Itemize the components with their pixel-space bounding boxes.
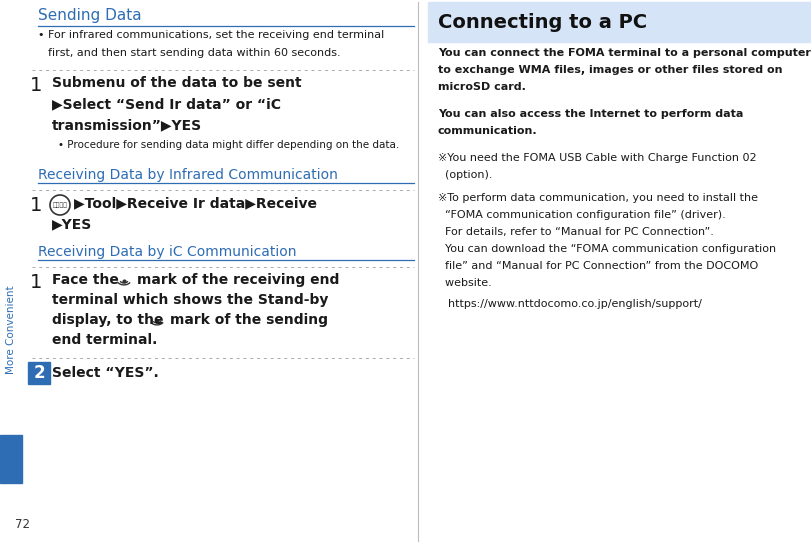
Text: Receiving Data by Infrared Communication: Receiving Data by Infrared Communication [38,168,338,182]
Text: Face the: Face the [52,273,124,287]
Text: end terminal.: end terminal. [52,333,157,347]
Bar [28,362,50,384]
Bar [0,435,22,483]
Text: ※You need the FOMA USB Cable with Charge Function 02: ※You need the FOMA USB Cable with Charge… [438,153,757,163]
Text: mark of the receiving end: mark of the receiving end [137,273,339,287]
Text: 2: 2 [33,364,45,382]
Text: You can also access the Internet to perform data: You can also access the Internet to perf… [438,109,744,119]
Text: ※To perform data communication, you need to install the: ※To perform data communication, you need… [438,193,758,203]
Text: first, and then start sending data within 60 seconds.: first, and then start sending data withi… [48,48,341,58]
Bar [428,2,811,42]
Text: Connecting to a PC: Connecting to a PC [438,12,647,31]
Text: You can download the “FOMA communication configuration: You can download the “FOMA communication… [438,244,776,254]
Text: “FOMA communication configuration file” (driver).: “FOMA communication configuration file” … [438,210,726,220]
Text: 1: 1 [30,76,42,95]
Text: Submenu of the data to be sent: Submenu of the data to be sent [52,76,302,90]
Text: ▶YES: ▶YES [52,217,92,231]
Text: You can connect the FOMA terminal to a personal computer: You can connect the FOMA terminal to a p… [438,48,811,58]
Text: メニュー: メニュー [53,202,67,208]
Text: • For infrared communications, set the receiving end terminal: • For infrared communications, set the r… [38,30,384,40]
Text: transmission”▶YES: transmission”▶YES [52,118,202,132]
Text: 1: 1 [30,273,42,292]
Text: ▶Select “Send Ir data” or “iC: ▶Select “Send Ir data” or “iC [52,97,281,111]
Text: terminal which shows the Stand-by: terminal which shows the Stand-by [52,293,328,307]
Text: mark of the sending: mark of the sending [170,313,328,327]
Text: Select “YES”.: Select “YES”. [52,366,159,380]
Text: communication.: communication. [438,126,538,136]
Text: file” and “Manual for PC Connection” from the DOCOMO: file” and “Manual for PC Connection” fro… [438,261,758,271]
Text: Receiving Data by iC Communication: Receiving Data by iC Communication [38,245,297,259]
Text: More Convenient: More Convenient [6,286,16,374]
Text: ▶Tool▶Receive Ir data▶Receive: ▶Tool▶Receive Ir data▶Receive [74,196,317,210]
Text: display, to the: display, to the [52,313,169,327]
Text: (option).: (option). [438,170,492,180]
Text: 72: 72 [15,518,29,531]
Text: Sending Data: Sending Data [38,8,142,23]
Text: microSD card.: microSD card. [438,82,526,92]
Text: https://www.nttdocomo.co.jp/english/support/: https://www.nttdocomo.co.jp/english/supp… [448,299,702,309]
Text: 1: 1 [30,196,42,215]
Text: • Procedure for sending data might differ depending on the data.: • Procedure for sending data might diffe… [58,140,399,150]
Text: to exchange WMA files, images or other files stored on: to exchange WMA files, images or other f… [438,65,783,75]
Text: For details, refer to “Manual for PC Connection”.: For details, refer to “Manual for PC Con… [438,227,714,237]
Text: website.: website. [438,278,491,288]
